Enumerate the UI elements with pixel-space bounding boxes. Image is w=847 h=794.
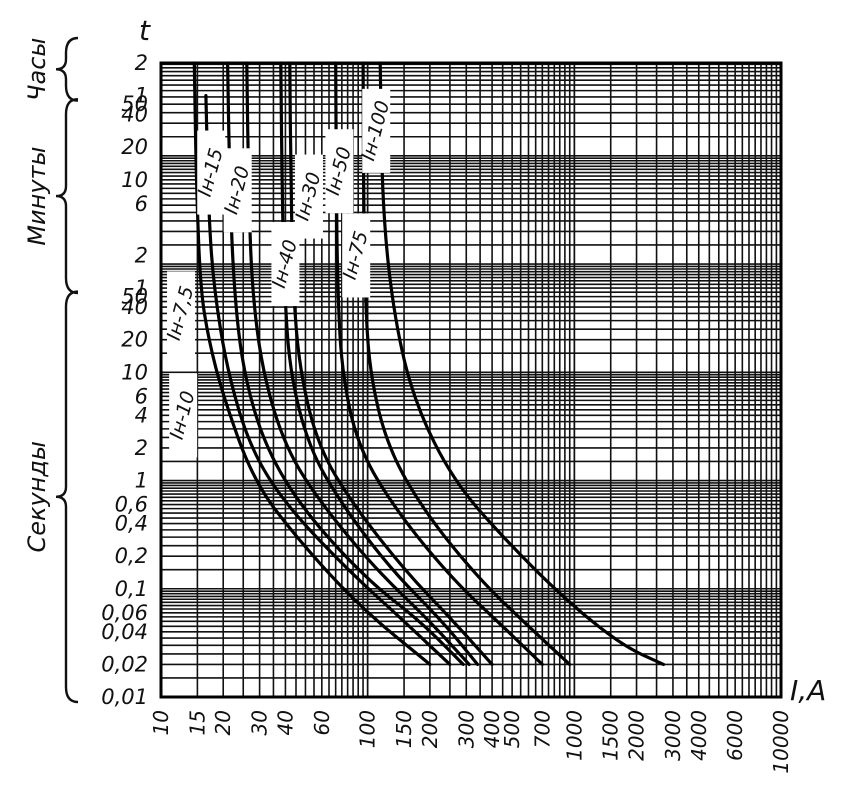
y-tick-label: 10 — [121, 168, 148, 192]
curve-labels: Iн-7,5Iн-10Iн-15Iн-20Iн-40Iн-30Iн-50Iн-7… — [163, 88, 394, 458]
y-tick-label: 20 — [121, 328, 148, 352]
y-tick-label: 40 — [121, 103, 148, 127]
y-tick-label: 2 — [135, 243, 148, 267]
y-tick-label: 0,2 — [115, 544, 148, 568]
x-tick-label: 1500 — [599, 710, 623, 761]
x-tick-label: 3000 — [661, 710, 685, 761]
curve-label-background — [197, 130, 226, 215]
curve-i-100 — [378, 61, 666, 666]
y-tick-label: 6 — [135, 384, 148, 408]
y-group-labels: Секунды Минуты Часы — [23, 36, 79, 704]
curve-i-7-5 — [192, 61, 432, 666]
curve-label-background — [223, 148, 252, 233]
y-tick-label: 0,01 — [101, 685, 148, 709]
x-tick-label: 100 — [356, 710, 380, 748]
y-tick-label: 0,6 — [115, 493, 148, 517]
x-tick-label: 4000 — [687, 710, 711, 761]
y-tick-labels: 0,010,020,040,060,10,20,40,6124610204050… — [101, 51, 148, 709]
x-axis-title: I,A — [790, 674, 826, 707]
curve-label-background — [169, 373, 198, 458]
y-tick-label: 0,1 — [115, 577, 148, 601]
curve-label-background — [325, 129, 354, 214]
x-tick-label: 500 — [500, 710, 524, 748]
x-tick-label: 300 — [454, 710, 478, 748]
brace — [55, 97, 79, 295]
brace — [55, 290, 79, 704]
y-tick-label: 4 — [135, 403, 148, 427]
brace — [55, 36, 79, 102]
x-tick-label: 20 — [211, 710, 235, 735]
grid — [159, 61, 783, 699]
x-tick-label: 40 — [273, 710, 297, 735]
x-tick-label: 1000 — [562, 710, 586, 761]
y-tick-label: 40 — [121, 295, 148, 319]
x-tick-label: 10000 — [769, 710, 793, 774]
y-tick-label: 1 — [135, 469, 148, 493]
y-tick-label: 6 — [135, 192, 148, 216]
x-tick-label: 2000 — [625, 710, 649, 761]
x-tick-label: 10 — [149, 710, 173, 735]
curve-i-40 — [279, 61, 480, 666]
y-axis-title: t — [139, 14, 151, 47]
y-tick-label: 1 — [135, 84, 148, 108]
curve-label-background — [362, 88, 391, 173]
x-tick-label: 700 — [530, 710, 554, 748]
curve-i-30 — [288, 61, 494, 666]
y-tick-label: 50 — [121, 285, 148, 309]
x-tick-label: 150 — [392, 710, 416, 748]
x-tick-label: 400 — [480, 710, 504, 748]
y-tick-label: 2 — [135, 436, 148, 460]
curve-label-background — [271, 222, 300, 307]
x-tick-label: 15 — [185, 710, 209, 735]
curves — [192, 61, 666, 666]
y-tick-label: 0,06 — [101, 601, 148, 625]
y-group-label: Секунды — [23, 441, 51, 552]
x-tick-label: 6000 — [723, 710, 747, 761]
y-tick-label: 50 — [121, 92, 148, 116]
y-tick-label: 0,4 — [115, 512, 148, 536]
x-tick-label: 30 — [248, 710, 272, 735]
y-tick-label: 1 — [135, 276, 148, 300]
y-tick-label: 2 — [135, 51, 148, 75]
x-tick-label: 200 — [418, 710, 442, 748]
y-group-label: Часы — [23, 38, 51, 101]
plot-frame — [159, 61, 783, 699]
y-tick-label: 10 — [121, 360, 148, 384]
curve-label-background — [167, 271, 196, 356]
y-group-label: Минуты — [23, 147, 51, 246]
y-tick-label: 0,02 — [101, 652, 148, 676]
curve-label-background — [294, 154, 323, 239]
curve-label-background — [342, 213, 371, 298]
y-tick-label: 20 — [121, 135, 148, 159]
y-tick-label: 0,04 — [101, 620, 148, 644]
x-tick-label: 60 — [310, 710, 334, 735]
